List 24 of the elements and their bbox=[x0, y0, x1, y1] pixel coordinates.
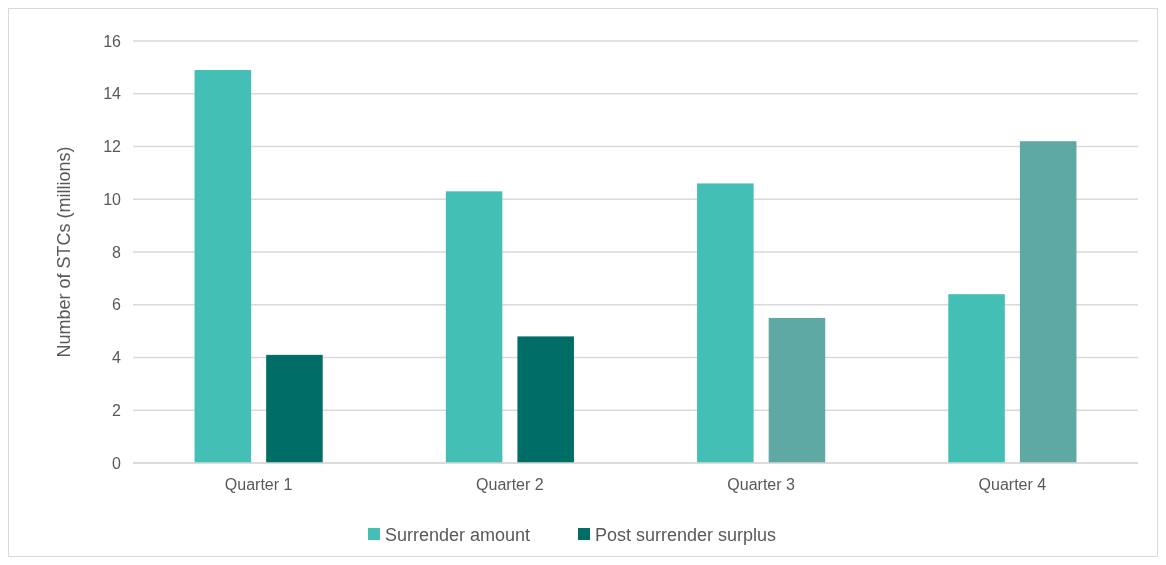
y-tick-label: 12 bbox=[103, 138, 122, 156]
legend-label: Surrender amount bbox=[385, 525, 531, 546]
bar bbox=[1019, 141, 1077, 463]
x-tick-label: Quarter 4 bbox=[978, 476, 1047, 493]
y-tick-label: 14 bbox=[103, 85, 122, 103]
y-tick-label: 2 bbox=[112, 401, 122, 419]
bar bbox=[697, 183, 754, 463]
bar bbox=[517, 336, 574, 463]
bar bbox=[445, 191, 503, 463]
y-axis-title: Number of STCs (millions) bbox=[54, 146, 74, 358]
bar bbox=[768, 317, 826, 463]
y-tick-label: 10 bbox=[103, 190, 122, 208]
y-tick-label: 4 bbox=[112, 349, 122, 367]
bar bbox=[194, 70, 252, 463]
y-tick-label: 6 bbox=[112, 296, 122, 314]
y-tick-label: 16 bbox=[103, 32, 122, 50]
x-tick-label: Quarter 1 bbox=[224, 476, 293, 493]
y-tick-label: 8 bbox=[112, 243, 122, 261]
x-tick-label: Quarter 3 bbox=[727, 476, 796, 493]
legend-label: Post surrender surplus bbox=[595, 525, 777, 546]
x-tick-label: Quarter 2 bbox=[476, 476, 544, 493]
y-tick-label: 0 bbox=[112, 454, 122, 472]
bar bbox=[266, 354, 323, 463]
bar bbox=[948, 294, 1005, 463]
